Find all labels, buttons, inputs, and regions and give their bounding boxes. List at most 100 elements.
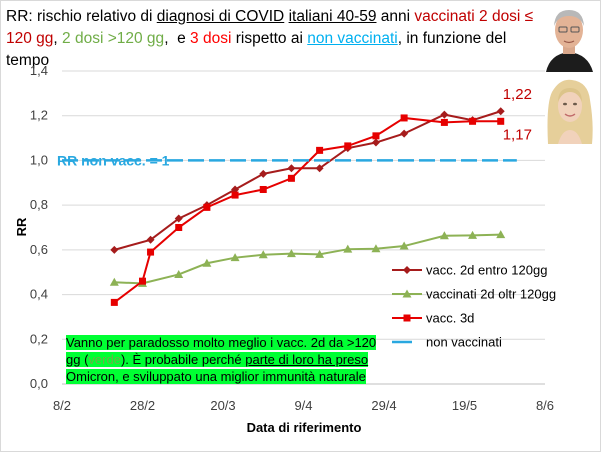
title-part: 2 dosi >120 gg bbox=[62, 30, 165, 47]
x-tick-label: 8/6 bbox=[536, 398, 554, 413]
data-point-marker bbox=[174, 214, 183, 223]
title-part: diagnosi di COVID bbox=[156, 8, 285, 25]
series-1 bbox=[110, 107, 505, 254]
data-point-marker bbox=[403, 314, 411, 322]
y-tick-label: 1,4 bbox=[30, 63, 48, 78]
legend: vacc. 2d entro 120gg vaccinati 2d oltr 12… bbox=[392, 263, 556, 350]
legend-item: vacc. 2d entro 120gg bbox=[392, 263, 547, 278]
data-point-marker bbox=[286, 249, 296, 258]
data-point-marker bbox=[343, 244, 353, 253]
legend-item: non vaccinati bbox=[392, 335, 502, 350]
data-point-marker bbox=[440, 118, 448, 126]
title-part: , bbox=[53, 30, 63, 47]
data-point-marker bbox=[439, 231, 449, 240]
legend-label: vacc. 3d bbox=[426, 311, 474, 326]
x-tick-label: 19/5 bbox=[452, 398, 477, 413]
series-2 bbox=[109, 230, 506, 287]
title-part: RR: bbox=[6, 8, 37, 25]
data-point-marker bbox=[497, 117, 505, 125]
end-value-label: 1,22 bbox=[503, 86, 532, 103]
data-point-marker bbox=[399, 241, 409, 250]
series-line bbox=[114, 233, 501, 285]
data-point-marker bbox=[440, 110, 449, 119]
end-labels: 1,22 1,17 bbox=[503, 86, 532, 143]
y-axis-label: RR bbox=[14, 217, 29, 236]
title-part: 3 dosi bbox=[190, 30, 232, 47]
legend-label: non vaccinati bbox=[426, 335, 502, 350]
data-point-marker bbox=[230, 253, 240, 262]
annotation-part: verde bbox=[88, 352, 121, 367]
data-point-marker bbox=[316, 146, 324, 154]
data-point-marker bbox=[231, 191, 239, 199]
title-part: italiani 40-59 bbox=[288, 8, 377, 25]
data-point-marker bbox=[287, 174, 295, 182]
x-tick-label: 28/2 bbox=[130, 398, 155, 413]
data-point-marker bbox=[315, 249, 325, 258]
data-point-marker bbox=[402, 289, 412, 298]
legend-item: vaccinati 2d oltr 120gg bbox=[392, 287, 556, 302]
data-point-marker bbox=[496, 230, 506, 239]
series-layer bbox=[62, 107, 517, 306]
y-tick-label: 1,2 bbox=[30, 108, 48, 123]
annotation-part: Omicron, e sviluppato una miglior immuni… bbox=[66, 369, 366, 384]
data-point-marker bbox=[468, 230, 478, 239]
title-part: non vaccinati bbox=[307, 30, 398, 47]
series-3 bbox=[110, 114, 505, 306]
x-axis-label: Data di riferimento bbox=[247, 420, 362, 435]
data-point-marker bbox=[175, 224, 183, 231]
x-tick-label: 20/3 bbox=[210, 398, 235, 413]
data-point-marker bbox=[496, 107, 505, 116]
data-point-marker bbox=[146, 235, 155, 244]
y-tick-label: 0,4 bbox=[30, 287, 48, 302]
title-part: anni bbox=[376, 8, 415, 25]
reference-line-label: RR non vacc. = 1 bbox=[57, 152, 170, 168]
portrait-woman-image bbox=[542, 74, 597, 144]
data-point-marker bbox=[287, 164, 296, 173]
end-value-label: 1,17 bbox=[503, 126, 532, 143]
legend-item: vacc. 3d bbox=[392, 311, 474, 326]
legend-label: vacc. 2d entro 120gg bbox=[426, 263, 547, 278]
data-point-marker bbox=[110, 298, 118, 306]
data-point-marker bbox=[371, 244, 381, 253]
data-point-marker bbox=[202, 258, 212, 267]
data-point-marker bbox=[139, 277, 146, 285]
x-tick-label: 9/4 bbox=[294, 398, 312, 413]
y-tick-label: 0,0 bbox=[30, 376, 48, 391]
y-tick-label: 1,0 bbox=[30, 152, 48, 167]
data-point-marker bbox=[469, 117, 477, 125]
data-point-marker bbox=[344, 142, 352, 150]
data-point-marker bbox=[110, 245, 119, 254]
portrait-man-image bbox=[542, 2, 597, 72]
data-point-marker bbox=[315, 164, 324, 173]
data-point-marker bbox=[371, 138, 380, 147]
data-point-marker bbox=[258, 250, 268, 259]
data-point-marker bbox=[400, 114, 408, 122]
legend-label: vaccinati 2d oltr 120gg bbox=[426, 287, 556, 302]
x-tick-label: 29/4 bbox=[371, 398, 396, 413]
data-point-marker bbox=[403, 266, 411, 274]
annotation-part: ). È probabile perché bbox=[120, 352, 246, 367]
data-point-marker bbox=[400, 129, 409, 138]
title-part: , e bbox=[164, 30, 191, 47]
x-tick-labels: 8/2 28/2 20/3 9/4 29/4 19/5 8/6 bbox=[53, 398, 554, 413]
y-tick-label: 0,6 bbox=[30, 242, 48, 257]
title-part: rispetto ai bbox=[231, 30, 308, 47]
title-part: , in funzione del tempo bbox=[6, 30, 511, 69]
title-part: vaccinati 2 dosi ≤ 120 gg bbox=[6, 8, 538, 47]
y-tick-label: 0,2 bbox=[30, 331, 48, 346]
data-point-marker bbox=[109, 277, 119, 286]
y-tick-labels: 0,0 0,2 0,4 0,6 0,8 1,0 1,2 1,4 bbox=[30, 63, 48, 391]
series-line bbox=[114, 110, 502, 251]
x-tick-label: 8/2 bbox=[53, 398, 71, 413]
data-point-marker bbox=[372, 132, 380, 140]
data-point-marker bbox=[259, 169, 268, 178]
y-tick-label: 0,8 bbox=[30, 197, 48, 212]
title-part: rischio relativo di bbox=[37, 8, 157, 25]
annotation-part: parte di loro ha preso bbox=[245, 352, 369, 367]
data-point-marker bbox=[259, 185, 267, 193]
data-point-marker bbox=[231, 185, 240, 194]
data-point-marker bbox=[174, 269, 184, 278]
data-point-marker bbox=[147, 248, 155, 256]
data-point-marker bbox=[203, 203, 211, 211]
